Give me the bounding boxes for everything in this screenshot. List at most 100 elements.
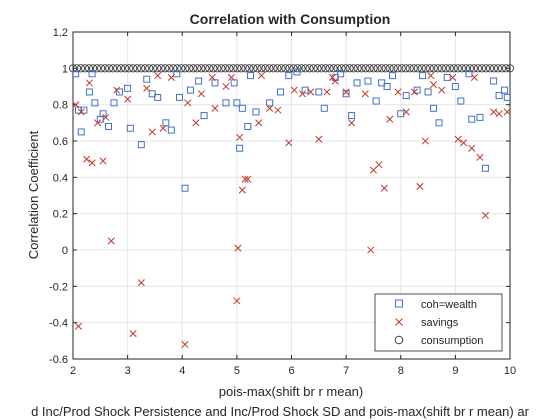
savings-point <box>307 88 315 96</box>
consumption-point <box>349 64 358 73</box>
consumption-point <box>425 64 434 73</box>
savings-point <box>238 186 246 194</box>
coh-wealth-point <box>77 128 85 136</box>
savings-point <box>481 211 489 220</box>
consumption-point <box>265 64 274 73</box>
data-markers <box>68 64 515 349</box>
consumption-point <box>369 64 378 73</box>
legend-label-coh-wealth: coh=wealth <box>421 299 477 311</box>
coh-wealth-point <box>285 72 293 80</box>
coh-wealth-point <box>353 79 361 87</box>
legend-circle-marker <box>394 335 404 345</box>
coh-wealth-point <box>148 90 156 98</box>
consumption-point <box>125 64 134 73</box>
savings-point <box>323 88 331 96</box>
consumption-point <box>389 64 398 73</box>
coh-wealth-point <box>88 70 96 78</box>
coh-wealth-point <box>238 104 246 112</box>
consumption-point <box>185 64 194 73</box>
consumption-point <box>165 64 174 73</box>
savings-point <box>208 73 216 81</box>
consumption-point <box>401 64 410 73</box>
x-tick-label: 7 <box>343 365 349 377</box>
legend-label-consumption: consumption <box>421 335 483 347</box>
coh-wealth-point <box>389 72 397 80</box>
coh-wealth-point <box>143 75 151 83</box>
consumption-point <box>129 64 138 73</box>
coh-wealth-point <box>503 93 511 101</box>
y-tick-label: -0.2 <box>49 281 68 293</box>
coh-wealth-point <box>247 72 255 80</box>
x-tick-label: 5 <box>234 365 240 377</box>
consumption-point <box>157 64 166 73</box>
y-tick-label: -0.4 <box>49 318 68 330</box>
y-tick-label: 0.8 <box>53 100 68 112</box>
consumption-point <box>133 64 142 73</box>
consumption-point <box>445 64 454 73</box>
consumption-point <box>241 64 250 73</box>
legend-square-marker <box>395 299 403 308</box>
coh-wealth-point <box>443 73 451 81</box>
consumption-point <box>145 64 154 73</box>
consumption-point <box>305 64 314 73</box>
consumption-point <box>477 64 486 73</box>
consumption-point <box>505 64 515 73</box>
coh-wealth-point <box>72 70 80 78</box>
consumption-point <box>309 64 318 73</box>
savings-point <box>495 110 503 118</box>
consumption-point <box>229 64 238 73</box>
y-axis-label: Correlation Coefficient <box>26 130 41 259</box>
consumption-point <box>313 64 322 73</box>
x-axis-label-secondary: d Inc/Prod Shock Persistence and Inc/Pro… <box>31 404 530 419</box>
coh-wealth-point <box>167 126 175 134</box>
savings-point <box>222 82 230 91</box>
savings-point <box>197 90 205 98</box>
consumption-point <box>485 64 495 73</box>
savings-point <box>421 137 429 145</box>
savings-point <box>83 155 91 163</box>
coh-wealth-point <box>490 77 498 85</box>
consumption-point <box>453 64 462 73</box>
consumption-point <box>373 64 382 73</box>
savings-point <box>328 73 337 81</box>
consumption-point <box>205 64 214 73</box>
savings-point <box>274 106 282 114</box>
x-tick-label: 10 <box>504 365 516 377</box>
savings-point <box>181 340 189 349</box>
grid <box>72 31 511 360</box>
consumption-point <box>225 64 234 73</box>
consumption-point <box>353 64 362 73</box>
consumption-point <box>317 64 326 73</box>
savings-point <box>380 184 388 192</box>
consumption-point <box>433 64 442 73</box>
x-tick-label: 6 <box>288 365 294 377</box>
legend-label-savings: savings <box>421 317 459 329</box>
coh-wealth-point <box>476 113 484 121</box>
consumption-point <box>417 64 426 73</box>
savings-point <box>348 119 356 127</box>
consumption-point <box>109 64 118 73</box>
consumption-point <box>413 64 422 73</box>
consumption-point <box>329 64 338 73</box>
coh-wealth-point <box>137 141 145 149</box>
savings-point <box>244 175 252 183</box>
savings-point <box>74 322 83 330</box>
x-tick-label: 4 <box>179 365 185 377</box>
consumption-point <box>321 64 330 73</box>
savings-point <box>394 88 402 96</box>
coh-wealth-point <box>495 92 503 100</box>
consumption-point <box>405 64 414 73</box>
savings-point <box>438 86 446 94</box>
consumption-point <box>153 64 162 73</box>
chart-title: Correlation with Consumption <box>190 11 391 27</box>
savings-point <box>375 161 383 169</box>
coh-wealth-point <box>457 97 465 105</box>
consumption-point <box>253 64 262 73</box>
consumption-point <box>197 64 206 73</box>
coh-wealth-point <box>266 99 274 107</box>
consumption-point <box>469 64 478 73</box>
x-axis-ticks: 2 3 4 5 6 7 8 9 10 <box>70 32 516 377</box>
coh-wealth-point <box>99 110 107 118</box>
